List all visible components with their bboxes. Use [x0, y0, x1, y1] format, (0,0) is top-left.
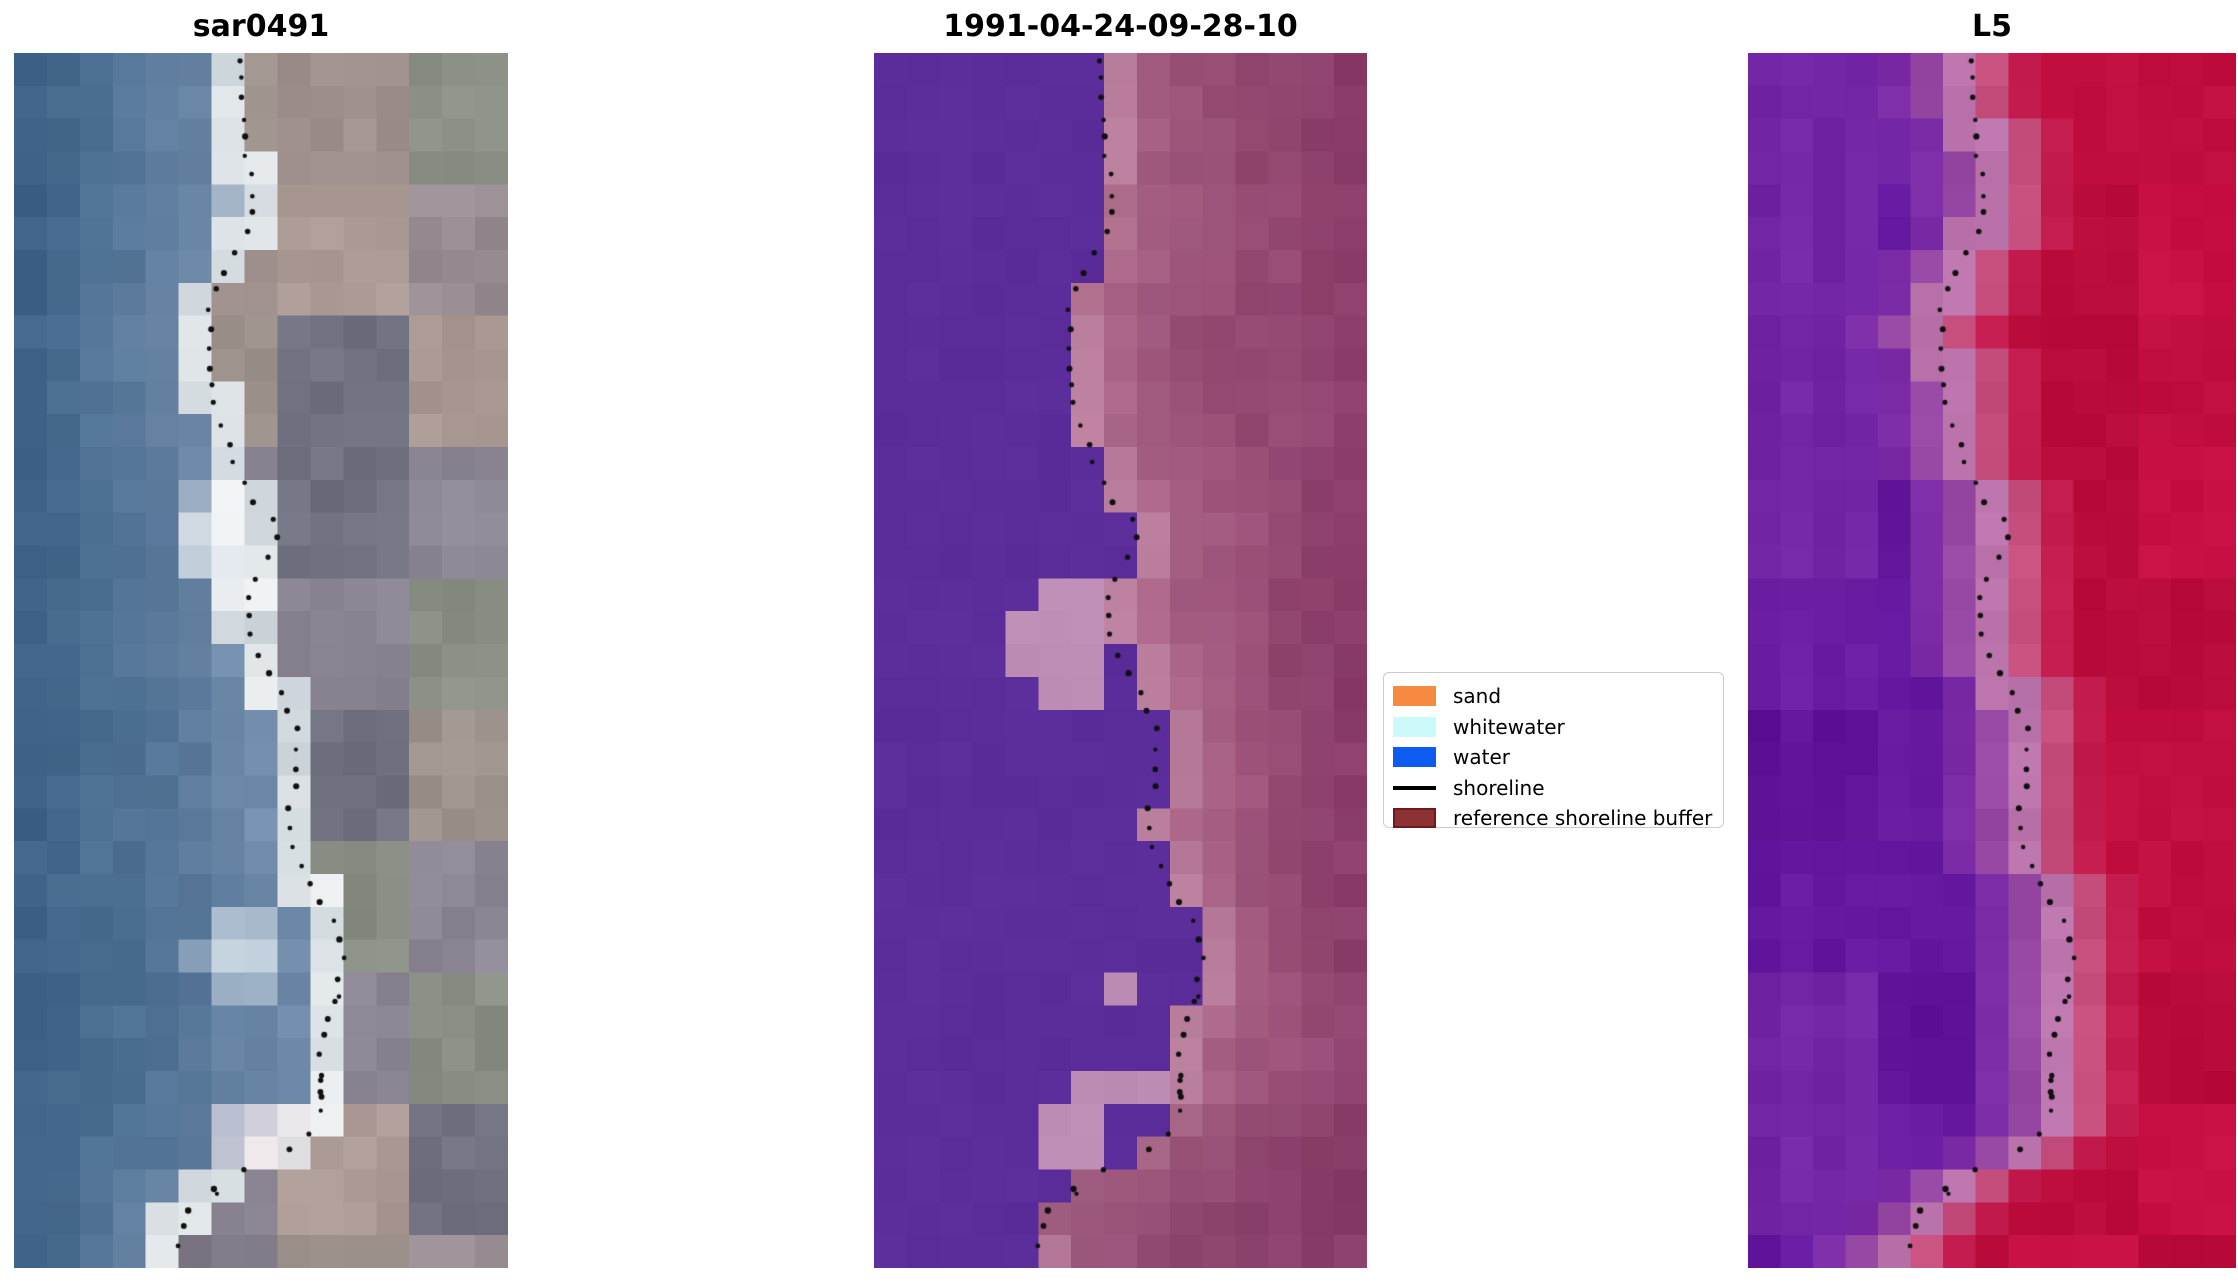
panel-title-l5: L5 [1972, 9, 2012, 44]
shoreline-dots [874, 53, 1367, 1268]
legend-label: sand [1453, 684, 1502, 709]
shoreline-dots [1748, 53, 2236, 1268]
legend-label: reference shoreline buffer [1453, 806, 1713, 831]
legend-row-sand: sand [1393, 681, 1711, 712]
legend: sand whitewater water shoreline referenc… [1383, 672, 1724, 830]
panel-l5: L5 [1748, 9, 2236, 1268]
shoreline-dots [14, 53, 508, 1268]
shoreline-line-icon [1393, 786, 1436, 790]
panel-title-sar0491: sar0491 [192, 9, 330, 44]
panel-title-date: 1991-04-24-09-28-10 [943, 9, 1298, 44]
panel-sar0491: sar0491 [14, 9, 508, 1268]
panel-classified-1991-04-24: 1991-04-24-09-28-10 [874, 9, 1367, 1268]
legend-row-whitewater: whitewater [1393, 712, 1711, 743]
legend-label: whitewater [1453, 714, 1565, 739]
legend-row-water: water [1393, 742, 1711, 773]
legend-row-reference-buffer: reference shoreline buffer [1393, 803, 1713, 834]
legend-label: water [1453, 745, 1510, 770]
reference-buffer-swatch-icon [1393, 808, 1436, 829]
legend-label: shoreline [1453, 775, 1545, 800]
whitewater-swatch-icon [1393, 716, 1436, 737]
water-swatch-icon [1393, 747, 1436, 768]
legend-row-shoreline: shoreline [1393, 773, 1711, 804]
sand-swatch-icon [1393, 686, 1436, 707]
